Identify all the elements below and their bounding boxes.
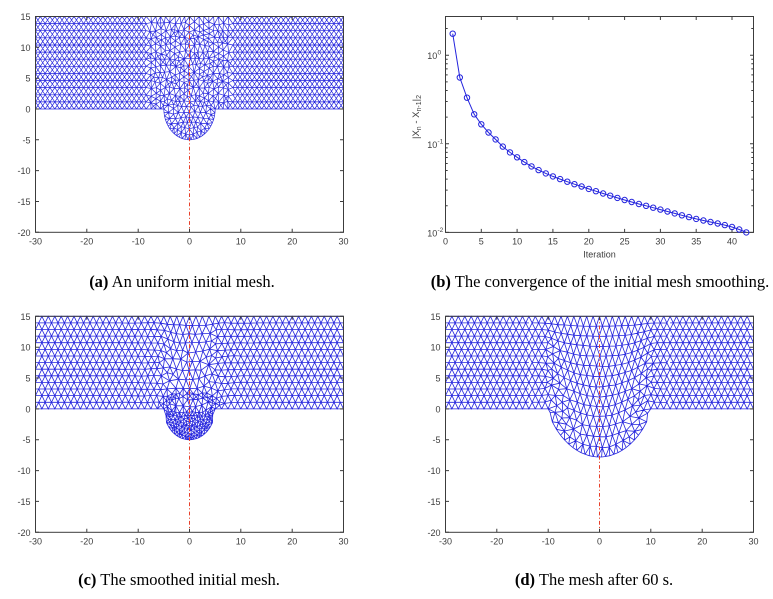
svg-text:0: 0: [25, 105, 30, 115]
svg-text:10: 10: [20, 43, 30, 53]
svg-text:30: 30: [338, 537, 348, 547]
svg-text:10: 10: [427, 228, 437, 238]
svg-text:0: 0: [187, 237, 192, 247]
svg-text:-20: -20: [17, 528, 30, 538]
svg-text:5: 5: [25, 374, 30, 384]
svg-text:|Xn - Xn-1|2: |Xn - Xn-1|2: [411, 95, 423, 139]
svg-text:10: 10: [512, 237, 522, 247]
svg-text:5: 5: [25, 74, 30, 84]
svg-text:0: 0: [187, 537, 192, 547]
svg-text:-5: -5: [22, 435, 30, 445]
svg-text:-10: -10: [132, 237, 145, 247]
svg-text:-10: -10: [542, 537, 555, 547]
svg-text:10: 10: [646, 537, 656, 547]
svg-text:-5: -5: [432, 435, 440, 445]
svg-text:-20: -20: [17, 228, 30, 238]
svg-text:40: 40: [727, 237, 737, 247]
svg-text:30: 30: [748, 537, 758, 547]
svg-text:15: 15: [20, 312, 30, 322]
svg-text:-10: -10: [132, 537, 145, 547]
svg-text:25: 25: [620, 237, 630, 247]
svg-text:Iteration: Iteration: [583, 249, 616, 259]
svg-text:-30: -30: [29, 237, 42, 247]
svg-text:-10: -10: [17, 166, 30, 176]
svg-text:0: 0: [443, 237, 448, 247]
svg-text:10: 10: [236, 537, 246, 547]
svg-text:-30: -30: [439, 537, 452, 547]
svg-text:10: 10: [20, 343, 30, 353]
svg-text:0: 0: [438, 50, 442, 57]
svg-text:-15: -15: [17, 497, 30, 507]
svg-text:30: 30: [655, 237, 665, 247]
svg-text:-20: -20: [80, 237, 93, 247]
svg-text:35: 35: [691, 237, 701, 247]
svg-text:10: 10: [427, 140, 437, 150]
svg-text:20: 20: [287, 537, 297, 547]
svg-text:0: 0: [25, 404, 30, 414]
svg-text:15: 15: [548, 237, 558, 247]
svg-text:15: 15: [20, 12, 30, 22]
svg-text:-15: -15: [427, 497, 440, 507]
svg-text:-5: -5: [22, 135, 30, 145]
svg-text:-20: -20: [80, 537, 93, 547]
svg-text:0: 0: [597, 537, 602, 547]
svg-text:-30: -30: [29, 537, 42, 547]
svg-text:10: 10: [236, 237, 246, 247]
svg-text:20: 20: [287, 237, 297, 247]
svg-text:-2: -2: [438, 227, 444, 234]
svg-text:10: 10: [427, 51, 437, 61]
svg-text:-20: -20: [490, 537, 503, 547]
svg-text:5: 5: [479, 237, 484, 247]
svg-text:30: 30: [338, 237, 348, 247]
svg-text:5: 5: [435, 374, 440, 384]
svg-text:-10: -10: [17, 466, 30, 476]
svg-text:-1: -1: [438, 138, 444, 145]
svg-text:20: 20: [584, 237, 594, 247]
svg-text:10: 10: [430, 343, 440, 353]
svg-text:20: 20: [697, 537, 707, 547]
svg-text:0: 0: [435, 404, 440, 414]
svg-text:-15: -15: [17, 197, 30, 207]
svg-text:15: 15: [430, 312, 440, 322]
svg-text:-10: -10: [427, 466, 440, 476]
svg-text:-20: -20: [427, 528, 440, 538]
